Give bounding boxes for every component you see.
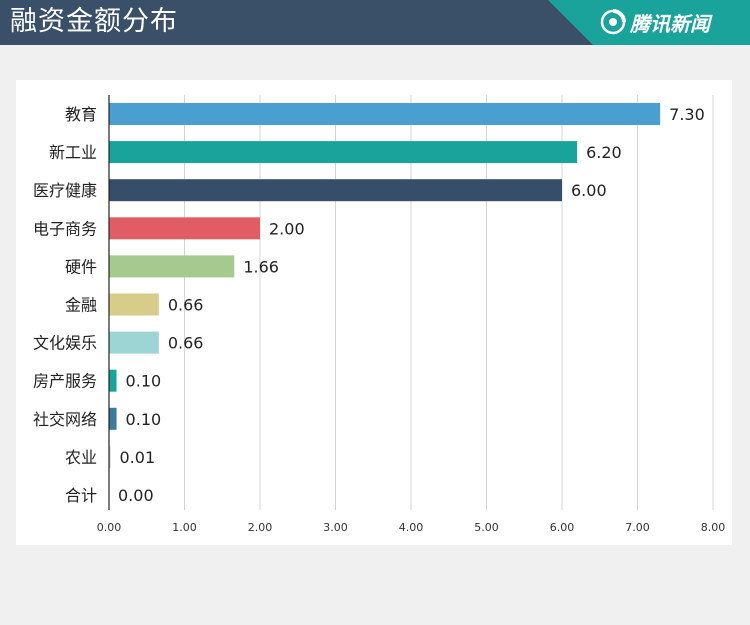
x-tick-label: 4.00 — [399, 521, 424, 534]
value-label: 6.00 — [571, 181, 607, 200]
value-label: 0.10 — [126, 372, 162, 391]
title-band — [0, 0, 593, 45]
header-bar: 融资金额分布 腾讯新闻 — [0, 0, 750, 45]
category-label: 农业 — [65, 448, 97, 467]
brand-logo[interactable]: 腾讯新闻 — [600, 8, 710, 36]
value-labels: 7.30 6.20 6.00 2.00 1.66 0.66 0.66 0.10 0.10 0.01… — [118, 105, 705, 505]
bar[interactable] — [109, 445, 111, 468]
x-tick-label: 6.00 — [550, 521, 575, 534]
category-label: 文化娱乐 — [33, 334, 97, 353]
bar[interactable] — [109, 407, 117, 430]
value-label: 0.00 — [118, 486, 154, 505]
x-tick-label: 7.00 — [625, 521, 650, 534]
category-label: 电子商务 — [33, 219, 97, 238]
bar[interactable] — [109, 179, 562, 202]
bar[interactable] — [109, 141, 578, 164]
category-label: 合计 — [65, 486, 97, 505]
x-tick-label: 1.00 — [172, 521, 197, 534]
page-title: 融资金额分布 — [10, 6, 178, 37]
value-label: 0.10 — [126, 410, 162, 429]
category-label: 教育 — [65, 105, 97, 124]
category-label: 金融 — [65, 296, 97, 315]
x-tick-label: 3.00 — [323, 521, 348, 534]
chart-panel: 教育新工业医疗健康电子商务硬件金融文化娱乐房产服务社交网络农业合计 7.30 6.… — [16, 80, 732, 545]
tencent-news-icon — [600, 9, 626, 35]
category-label: 新工业 — [49, 143, 97, 162]
x-tick-labels: 0.00 1.00 2.00 3.00 4.00 5.00 6.00 7.00 8.00 — [97, 521, 726, 534]
bar[interactable] — [109, 217, 260, 240]
x-tick-label: 8.00 — [701, 521, 726, 534]
bar[interactable] — [109, 255, 235, 278]
bar[interactable] — [109, 293, 159, 316]
x-tick-label: 5.00 — [474, 521, 499, 534]
value-label: 7.30 — [669, 105, 705, 124]
category-label: 医疗健康 — [33, 181, 97, 200]
bar[interactable] — [109, 369, 117, 392]
bars — [109, 103, 661, 468]
value-label: 0.66 — [168, 296, 204, 315]
x-tick-label: 0.00 — [97, 521, 122, 534]
value-label: 0.01 — [120, 448, 156, 467]
x-tick-label: 2.00 — [248, 521, 273, 534]
category-label: 房产服务 — [33, 372, 97, 391]
value-label: 0.66 — [168, 334, 204, 353]
category-label: 社交网络 — [33, 410, 97, 429]
category-label: 硬件 — [65, 257, 97, 276]
value-label: 2.00 — [269, 219, 305, 238]
grid-lines — [184, 95, 714, 510]
bar[interactable] — [109, 103, 661, 125]
value-label: 1.66 — [243, 257, 279, 276]
bar[interactable] — [109, 331, 159, 354]
value-label: 6.20 — [586, 143, 622, 162]
brand-name: 腾讯新闻 — [630, 11, 710, 36]
